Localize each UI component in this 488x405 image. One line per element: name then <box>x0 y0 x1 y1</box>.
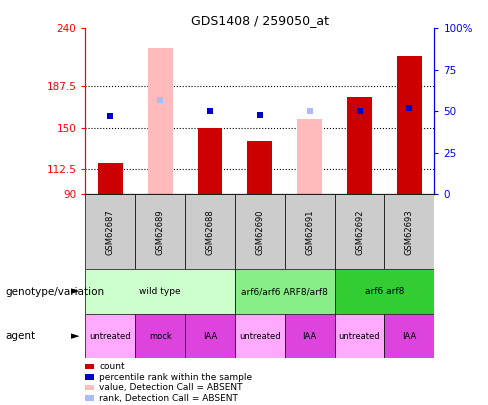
Text: arf6/arf6 ARF8/arf8: arf6/arf6 ARF8/arf8 <box>242 287 328 296</box>
Bar <box>247 141 272 194</box>
Text: ►: ► <box>71 287 80 296</box>
Bar <box>148 48 173 194</box>
Bar <box>235 314 285 358</box>
Bar <box>385 194 434 269</box>
Text: GSM62692: GSM62692 <box>355 209 364 255</box>
Text: untreated: untreated <box>89 332 131 341</box>
Bar <box>397 56 422 194</box>
Bar <box>335 194 385 269</box>
Bar <box>85 269 235 314</box>
Bar <box>335 314 385 358</box>
Bar <box>235 269 335 314</box>
Bar <box>385 314 434 358</box>
Bar <box>98 163 123 194</box>
Text: genotype/variation: genotype/variation <box>5 287 104 296</box>
Bar <box>185 314 235 358</box>
Text: IAA: IAA <box>303 332 317 341</box>
Text: mock: mock <box>149 332 172 341</box>
Text: GSM62693: GSM62693 <box>405 209 414 255</box>
Bar <box>347 97 372 194</box>
Text: GSM62691: GSM62691 <box>305 209 314 255</box>
Bar <box>85 194 135 269</box>
Bar <box>135 314 185 358</box>
Text: GSM62688: GSM62688 <box>205 209 215 255</box>
Text: ►: ► <box>71 331 80 341</box>
Text: wild type: wild type <box>140 287 181 296</box>
Bar <box>297 119 322 194</box>
Bar <box>198 128 223 194</box>
Text: rank, Detection Call = ABSENT: rank, Detection Call = ABSENT <box>99 394 238 403</box>
Bar <box>85 314 135 358</box>
Text: IAA: IAA <box>203 332 217 341</box>
Bar <box>235 194 285 269</box>
Bar <box>335 269 434 314</box>
Text: value, Detection Call = ABSENT: value, Detection Call = ABSENT <box>99 383 243 392</box>
Text: percentile rank within the sample: percentile rank within the sample <box>99 373 252 382</box>
Text: IAA: IAA <box>402 332 417 341</box>
Text: untreated: untreated <box>339 332 380 341</box>
Text: agent: agent <box>5 331 35 341</box>
Text: GSM62690: GSM62690 <box>255 209 264 255</box>
Title: GDS1408 / 259050_at: GDS1408 / 259050_at <box>191 14 329 27</box>
Bar <box>285 194 335 269</box>
Bar <box>185 194 235 269</box>
Text: arf6 arf8: arf6 arf8 <box>365 287 404 296</box>
Text: untreated: untreated <box>239 332 281 341</box>
Bar <box>135 194 185 269</box>
Bar <box>285 314 335 358</box>
Text: GSM62687: GSM62687 <box>106 209 115 255</box>
Text: count: count <box>99 362 125 371</box>
Text: GSM62689: GSM62689 <box>156 209 164 255</box>
